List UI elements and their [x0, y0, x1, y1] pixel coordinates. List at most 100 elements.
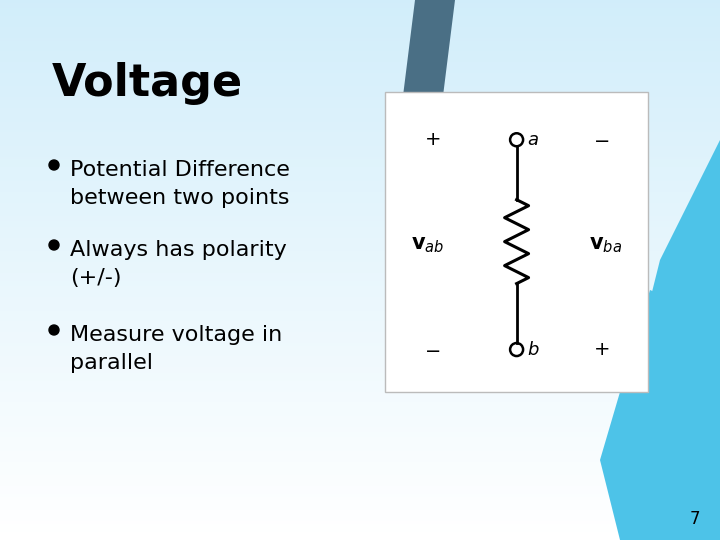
Bar	[0, 462, 720, 464]
Bar	[0, 440, 720, 443]
Text: Always has polarity
(+/-): Always has polarity (+/-)	[70, 240, 287, 288]
Text: Measure voltage in
parallel: Measure voltage in parallel	[70, 325, 282, 373]
Bar	[0, 437, 720, 440]
Bar	[0, 459, 720, 462]
Bar	[0, 443, 720, 445]
Bar	[0, 165, 720, 167]
Bar	[0, 521, 720, 524]
Bar	[0, 135, 720, 138]
Bar	[0, 502, 720, 505]
Bar	[0, 43, 720, 46]
Bar	[0, 246, 720, 248]
Bar	[0, 111, 720, 113]
Bar	[0, 535, 720, 537]
Bar	[0, 397, 720, 400]
Text: Voltage: Voltage	[52, 62, 243, 105]
Bar	[0, 189, 720, 192]
Bar	[0, 176, 720, 178]
Bar	[0, 122, 720, 124]
Bar	[0, 273, 720, 275]
Text: $+$: $+$	[424, 130, 441, 149]
Bar	[0, 500, 720, 502]
Bar	[0, 8, 720, 11]
Bar	[0, 410, 720, 413]
Bar	[0, 46, 720, 49]
Bar	[0, 435, 720, 437]
Bar	[0, 157, 720, 159]
Bar	[0, 416, 720, 418]
Bar	[0, 294, 720, 297]
Bar	[0, 281, 720, 284]
Text: $\mathbf{v}_{ab}$: $\mathbf{v}_{ab}$	[411, 235, 444, 255]
Bar	[0, 200, 720, 202]
Bar	[0, 232, 720, 235]
Bar	[0, 375, 720, 378]
Bar	[0, 92, 720, 94]
Bar	[0, 208, 720, 211]
Bar	[0, 319, 720, 321]
Bar	[0, 159, 720, 162]
Bar	[0, 537, 720, 540]
Bar	[0, 35, 720, 38]
Polygon shape	[640, 140, 720, 390]
Bar	[0, 130, 720, 132]
Bar	[0, 103, 720, 105]
Bar	[0, 475, 720, 478]
Bar	[0, 418, 720, 421]
Bar	[0, 16, 720, 19]
Bar	[0, 316, 720, 319]
Bar	[0, 11, 720, 14]
Bar	[0, 30, 720, 32]
Bar	[0, 381, 720, 383]
Bar	[385, 92, 648, 392]
Bar	[0, 197, 720, 200]
Bar	[0, 219, 720, 221]
Bar	[0, 329, 720, 332]
Bar	[0, 243, 720, 246]
Bar	[0, 192, 720, 194]
Bar	[0, 62, 720, 65]
Bar	[0, 470, 720, 472]
Circle shape	[49, 240, 59, 250]
Text: 7: 7	[690, 510, 700, 528]
Bar	[0, 211, 720, 213]
Bar	[0, 68, 720, 70]
Bar	[0, 302, 720, 305]
Bar	[0, 275, 720, 278]
Bar	[0, 402, 720, 405]
Bar	[0, 532, 720, 535]
Bar	[0, 351, 720, 354]
Bar	[0, 405, 720, 408]
Bar	[0, 265, 720, 267]
Bar	[0, 308, 720, 310]
Bar	[0, 446, 720, 448]
Bar	[0, 51, 720, 54]
Bar	[0, 278, 720, 281]
Bar	[0, 359, 720, 362]
Bar	[0, 251, 720, 254]
Bar	[0, 513, 720, 516]
Bar	[0, 235, 720, 238]
Bar	[0, 348, 720, 351]
Bar	[0, 3, 720, 5]
Bar	[0, 292, 720, 294]
Bar	[0, 230, 720, 232]
Bar	[0, 256, 720, 259]
Bar	[0, 327, 720, 329]
Bar	[0, 321, 720, 324]
Bar	[0, 224, 720, 227]
Bar	[0, 116, 720, 119]
Bar	[0, 73, 720, 76]
Bar	[0, 354, 720, 356]
Bar	[0, 162, 720, 165]
Bar	[0, 57, 720, 59]
Bar	[0, 408, 720, 410]
Bar	[0, 76, 720, 78]
Bar	[0, 24, 720, 27]
Bar	[0, 421, 720, 424]
Bar	[0, 59, 720, 62]
Bar	[0, 194, 720, 197]
Text: $a$: $a$	[527, 131, 539, 149]
Bar	[0, 248, 720, 251]
Bar	[0, 494, 720, 497]
